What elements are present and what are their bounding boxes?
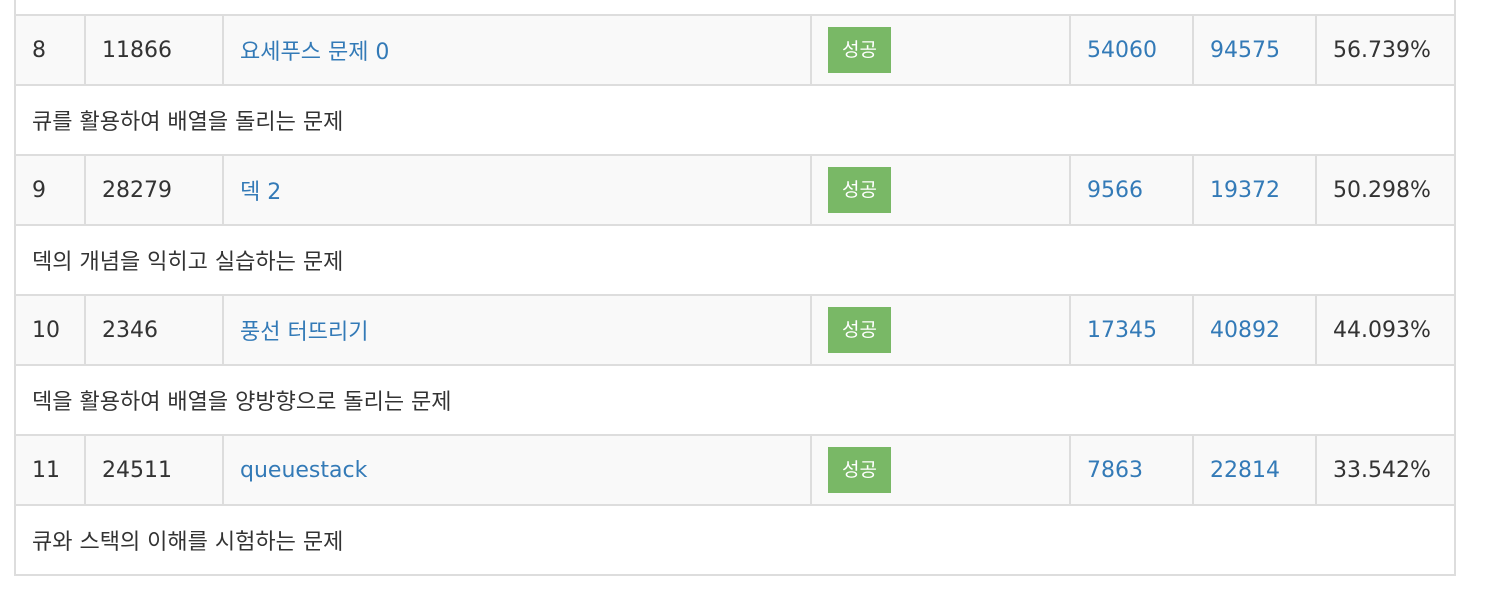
description-row: 큐를 활용하여 배열을 돌리는 문제 (13, 84, 1457, 156)
problem-description: 덱을 활용하여 배열을 양방향으로 돌리는 문제 (13, 364, 1457, 436)
submission-count-link[interactable]: 94575 (1210, 37, 1280, 63)
problem-title-link[interactable]: 덱 2 (240, 180, 282, 205)
description-row: 덱을 활용하여 배열을 양방향으로 돌리는 문제 (13, 364, 1457, 436)
problem-title-link[interactable]: queuestack (240, 457, 368, 483)
problem-table-container: 8 11866 요세푸스 문제 0 성공 54060 94575 56.739% 큐를 활용하… (13, 0, 1457, 576)
problem-id: 11866 (84, 14, 224, 86)
status-badge: 성공 (828, 167, 891, 213)
submission-count-link[interactable]: 22814 (1210, 457, 1280, 483)
status-badge: 성공 (828, 27, 891, 73)
problem-title-link[interactable]: 요세푸스 문제 0 (240, 40, 390, 65)
table-row: 9 28279 덱 2 성공 9566 19372 50.298% (14, 154, 1457, 226)
problem-id: 24511 (84, 434, 224, 506)
row-index: 11 (14, 434, 86, 506)
submission-count-link[interactable]: 19372 (1210, 177, 1280, 203)
solved-count-link[interactable]: 17345 (1087, 317, 1157, 343)
problem-title-link[interactable]: 풍선 터뜨리기 (240, 320, 369, 345)
table-row: 11 24511 queuestack 성공 7863 22814 33.542% (14, 434, 1457, 506)
solved-count-link[interactable]: 54060 (1087, 37, 1157, 63)
problem-description: 큐를 활용하여 배열을 돌리는 문제 (13, 84, 1457, 156)
row-index: 10 (14, 294, 86, 366)
correct-ratio: 56.739% (1314, 14, 1457, 86)
status-badge: 성공 (828, 307, 891, 353)
problem-table: 8 11866 요세푸스 문제 0 성공 54060 94575 56.739% 큐를 활용하… (13, 0, 1457, 576)
table-row: 8 11866 요세푸스 문제 0 성공 54060 94575 56.739% (14, 14, 1457, 86)
submission-count-link[interactable]: 40892 (1210, 317, 1280, 343)
description-row: 큐와 스택의 이해를 시험하는 문제 (13, 504, 1457, 576)
solved-count-link[interactable]: 7863 (1087, 457, 1143, 483)
problem-id: 28279 (84, 154, 224, 226)
problem-id: 2346 (84, 294, 224, 366)
correct-ratio: 50.298% (1314, 154, 1457, 226)
row-index: 8 (14, 14, 86, 86)
status-badge: 성공 (828, 447, 891, 493)
description-row: 덱의 개념을 익히고 실습하는 문제 (13, 224, 1457, 296)
solved-count-link[interactable]: 9566 (1087, 177, 1143, 203)
problem-description: 덱의 개념을 익히고 실습하는 문제 (13, 224, 1457, 296)
correct-ratio: 44.093% (1314, 294, 1457, 366)
problem-description: 큐와 스택의 이해를 시험하는 문제 (13, 504, 1457, 576)
table-row-partial (13, 0, 1457, 16)
table-row: 10 2346 풍선 터뜨리기 성공 17345 40892 44.093% (14, 294, 1457, 366)
row-index: 9 (14, 154, 86, 226)
correct-ratio: 33.542% (1314, 434, 1457, 506)
